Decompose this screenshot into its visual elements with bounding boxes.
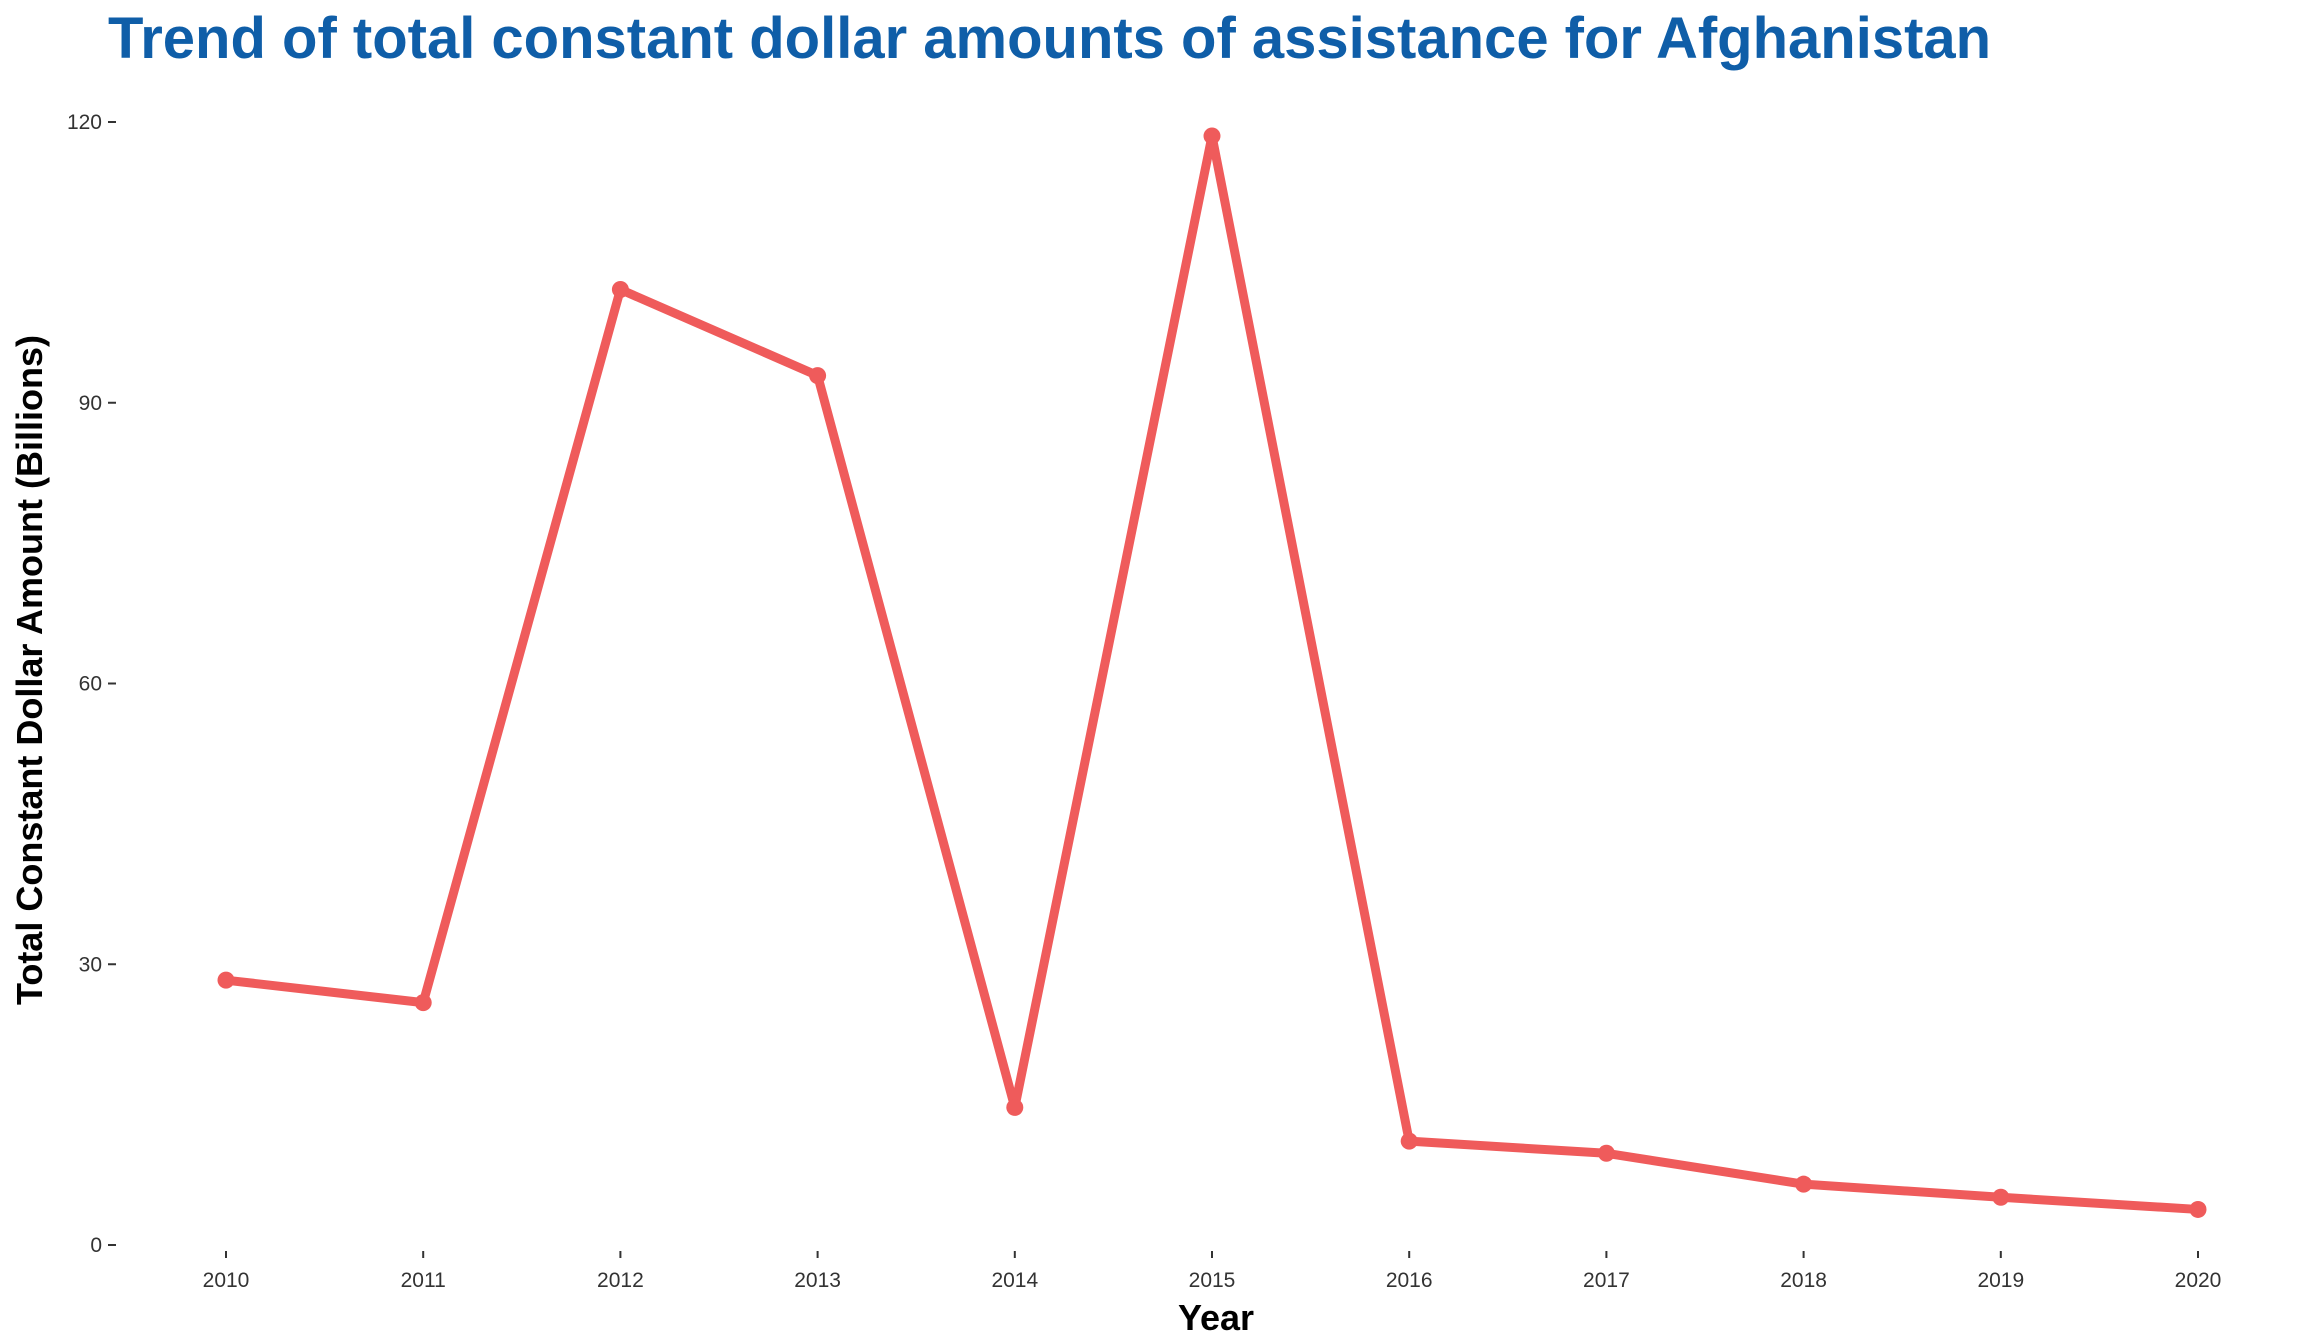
data-point xyxy=(1597,1144,1615,1162)
data-point xyxy=(1795,1175,1813,1193)
data-point xyxy=(611,281,629,299)
y-tick-label: 60 xyxy=(79,673,102,696)
x-tick-label: 2019 xyxy=(1977,1269,2024,1292)
data-point xyxy=(414,994,432,1012)
x-tick-label: 2017 xyxy=(1583,1269,1630,1292)
data-point xyxy=(809,367,827,385)
series-line xyxy=(221,131,2203,1214)
data-point xyxy=(217,971,235,989)
y-tick-label: 30 xyxy=(79,953,102,976)
x-tick-label: 2013 xyxy=(794,1269,841,1292)
x-tick-label: 2016 xyxy=(1386,1269,1433,1292)
y-axis-title: Total Constant Dollar Amount (Billions) xyxy=(9,335,50,1005)
data-point xyxy=(2189,1200,2207,1218)
x-tick-label: 2010 xyxy=(203,1269,250,1292)
y-tick-label: 90 xyxy=(79,392,102,415)
x-axis: 2010 2011 2012 2013 2014 2015 2016 2017 2018 2019… xyxy=(203,1251,2222,1292)
y-tick-label: 120 xyxy=(67,111,102,134)
data-point xyxy=(1203,127,1221,145)
chart-title: Trend of total constant dollar amounts o… xyxy=(108,6,1991,71)
data-point xyxy=(1006,1098,1024,1116)
series-layer xyxy=(217,127,2207,1218)
y-tick-label: 0 xyxy=(90,1234,102,1257)
data-point xyxy=(1992,1188,2010,1206)
x-tick-label: 2020 xyxy=(2175,1269,2222,1292)
x-tick-label: 2012 xyxy=(597,1269,644,1292)
x-tick-label: 2011 xyxy=(401,1269,446,1292)
x-tick-label: 2015 xyxy=(1189,1269,1236,1292)
x-tick-label: 2018 xyxy=(1780,1269,1827,1292)
data-point xyxy=(1400,1132,1418,1150)
x-tick-label: 2014 xyxy=(991,1269,1038,1292)
x-axis-title: Year xyxy=(1178,1297,1254,1338)
y-axis: 0 30 60 90 120 xyxy=(67,111,116,1257)
